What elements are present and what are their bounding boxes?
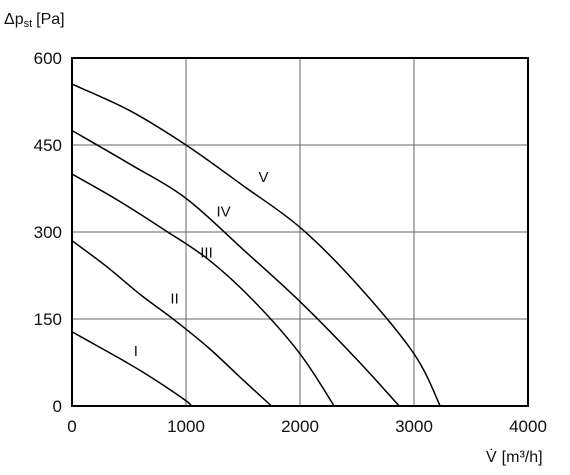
- x-tick-label: 3000: [395, 417, 433, 436]
- curve-label-II: II: [170, 291, 178, 308]
- y-tick-label: 0: [53, 397, 62, 416]
- y-axis-subscript: st: [24, 18, 33, 30]
- x-tick-label: 2000: [281, 417, 319, 436]
- y-axis-symbol: Δp: [4, 11, 24, 28]
- x-axis-unit: [m³/h]: [502, 449, 543, 466]
- y-axis-unit: [Pa]: [36, 11, 64, 28]
- x-tick-label: 1000: [167, 417, 205, 436]
- y-tick-labels: 0 150 300 450 600: [34, 49, 62, 416]
- curve-III: [71, 173, 335, 407]
- x-axis-symbol: V̇: [486, 448, 497, 466]
- curve-IV: [71, 129, 400, 407]
- y-tick-label: 150: [34, 310, 62, 329]
- plot-frame: [71, 57, 529, 407]
- y-axis-label: Δpst [Pa]: [4, 11, 65, 30]
- curve-label-I: I: [134, 343, 138, 360]
- x-tick-labels: 0 1000 2000 3000 4000: [67, 417, 547, 436]
- curve-label-IV: IV: [217, 204, 231, 221]
- curve-II: [71, 240, 273, 407]
- curve-V: [71, 83, 441, 407]
- y-tick-label: 450: [34, 136, 62, 155]
- curve-label-V: V: [259, 169, 269, 186]
- x-tick-label: 4000: [509, 417, 547, 436]
- y-tick-label: 600: [34, 49, 62, 68]
- x-tick-label: 0: [67, 417, 76, 436]
- curve-label-III: III: [200, 244, 213, 261]
- y-tick-label: 300: [34, 223, 62, 242]
- gridlines: [72, 58, 528, 406]
- x-axis-label: V̇ [m³/h]: [486, 448, 543, 466]
- curve-I: [71, 331, 193, 407]
